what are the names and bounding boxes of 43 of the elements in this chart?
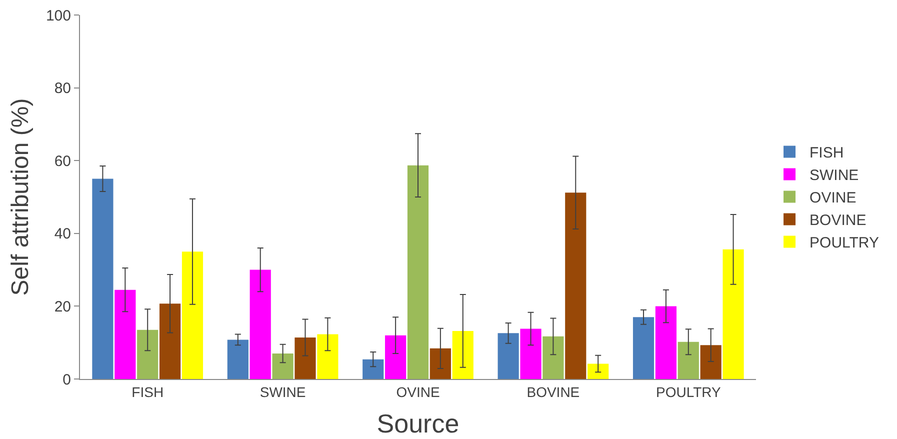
bar — [678, 342, 699, 379]
bar — [92, 178, 114, 379]
bar — [520, 328, 542, 379]
bar — [137, 330, 158, 379]
bar — [385, 335, 406, 379]
x-tick-label: BOVINE — [526, 384, 580, 400]
bar — [407, 165, 429, 379]
bar — [272, 354, 294, 379]
bar — [722, 249, 744, 379]
bar — [250, 270, 271, 379]
y-tick-label: 60 — [54, 152, 71, 170]
legend-label: POULTRY — [810, 234, 879, 252]
bar — [632, 317, 654, 379]
x-tick-label: FISH — [132, 384, 164, 400]
legend-label: OVINE — [810, 190, 856, 207]
bar — [565, 192, 586, 379]
y-tick-label: 20 — [54, 298, 71, 316]
y-tick-label: 40 — [54, 226, 71, 243]
y-tick-label: 100 — [46, 7, 71, 24]
bar — [452, 330, 474, 379]
bar — [362, 359, 384, 379]
x-tick-label: OVINE — [396, 384, 440, 400]
legend-label: BOVINE — [810, 212, 866, 230]
bar — [114, 290, 136, 379]
legend-label: FISH — [810, 144, 844, 162]
x-axis-title: Source — [376, 408, 460, 438]
bar — [588, 364, 609, 379]
y-tick-label: 0 — [62, 371, 71, 388]
bar — [317, 334, 338, 379]
bar — [655, 306, 677, 379]
bar — [542, 336, 564, 379]
bar — [159, 304, 181, 379]
legend-label: SWINE — [810, 167, 859, 184]
x-tick-label: POULTRY — [656, 384, 722, 400]
x-tick-label: SWINE — [260, 384, 306, 400]
bar — [182, 252, 204, 379]
y-tick-label: 80 — [54, 80, 71, 98]
bar — [227, 340, 248, 379]
y-axis-title: Self attribution (%) — [7, 98, 34, 296]
bar — [294, 338, 316, 379]
bar — [700, 345, 722, 379]
bar — [498, 333, 519, 379]
bar — [430, 348, 451, 379]
